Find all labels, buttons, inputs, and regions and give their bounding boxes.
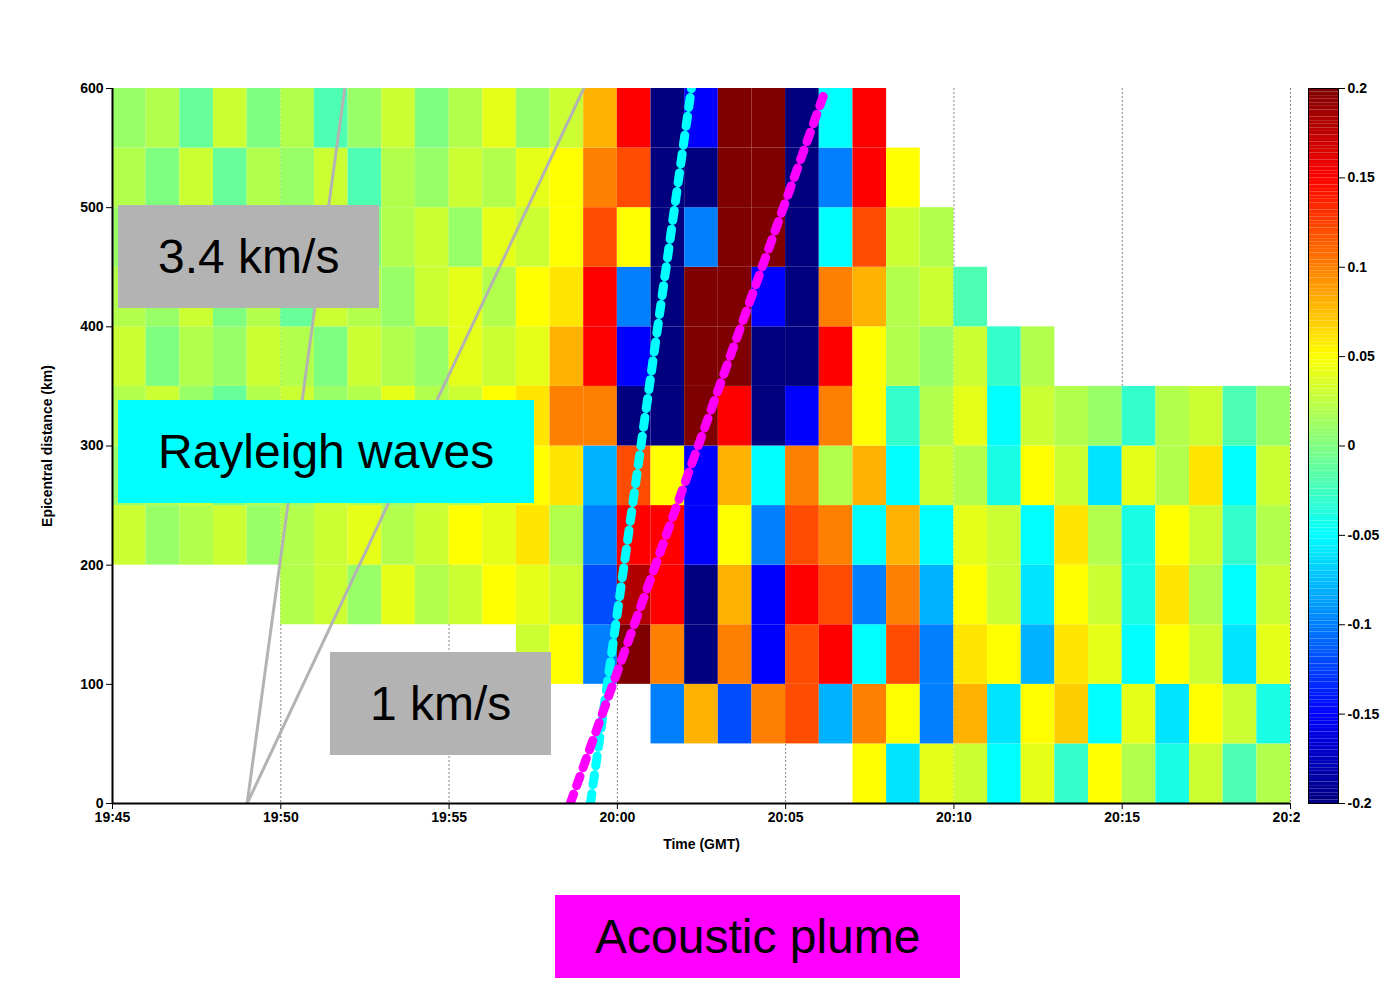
svg-text:-0.1: -0.1 — [1348, 616, 1372, 632]
svg-text:400: 400 — [80, 318, 104, 334]
svg-text:Time (GMT): Time (GMT) — [663, 836, 740, 852]
svg-text:-0.2: -0.2 — [1348, 795, 1372, 811]
svg-text:0.15: 0.15 — [1348, 169, 1375, 185]
svg-text:0: 0 — [95, 795, 104, 811]
svg-text:500: 500 — [80, 199, 104, 215]
svg-text:20:10: 20:10 — [936, 809, 972, 825]
svg-text:0: 0 — [1348, 437, 1356, 453]
svg-text:-0.15: -0.15 — [1348, 706, 1380, 722]
svg-text:0.05: 0.05 — [1348, 348, 1375, 364]
svg-text:19:50: 19:50 — [263, 809, 299, 825]
svg-text:0.1: 0.1 — [1348, 259, 1368, 275]
svg-text:20:20: 20:20 — [1273, 809, 1300, 825]
svg-text:-0.05: -0.05 — [1348, 527, 1380, 543]
svg-text:Epicentral distance (km): Epicentral distance (km) — [39, 365, 55, 527]
svg-text:200: 200 — [80, 557, 104, 573]
svg-text:20:15: 20:15 — [1104, 809, 1140, 825]
svg-text:20:05: 20:05 — [768, 809, 804, 825]
svg-text:100: 100 — [80, 676, 104, 692]
svg-text:0.2: 0.2 — [1348, 80, 1368, 96]
html-text:1 km/s: 1 km/s — [370, 677, 512, 730]
html-text:Acoustic plume: Acoustic plume — [595, 910, 921, 963]
html-text:Rayleigh waves: Rayleigh waves — [158, 425, 495, 478]
svg-text:19:45: 19:45 — [95, 809, 131, 825]
svg-text:600: 600 — [80, 80, 104, 96]
svg-text:300: 300 — [80, 437, 104, 453]
html-text:3.4 km/s: 3.4 km/s — [158, 230, 340, 283]
svg-text:20:00: 20:00 — [599, 809, 635, 825]
svg-text:19:55: 19:55 — [431, 809, 467, 825]
